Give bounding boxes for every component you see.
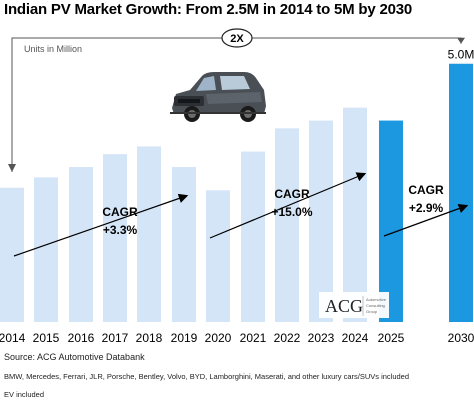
x-tick-label-2020: 2020 <box>205 331 232 345</box>
bracket-arrow-left <box>8 164 16 172</box>
scope-note: BMW, Mercedes, Ferrari, JLR, Porsche, Be… <box>4 372 410 381</box>
logo-line-2: Consulting <box>366 303 385 308</box>
x-tick-label-2030: 2030 <box>448 331 474 345</box>
bar-2018 <box>137 146 161 322</box>
cagr-arrow-3 <box>383 203 469 237</box>
bracket-arrow-right <box>457 37 465 44</box>
x-tick-label-2022: 2022 <box>274 331 301 345</box>
chart-title: Indian PV Market Growth: From 2.5M in 20… <box>4 1 413 18</box>
bar-2021 <box>241 151 265 322</box>
suv-car-photo <box>170 72 266 122</box>
bar-2015 <box>34 177 58 322</box>
bar-2030 <box>449 63 473 323</box>
bar-2016 <box>69 167 93 322</box>
x-tick-label-2018: 2018 <box>136 331 163 345</box>
bar-2023 <box>309 120 333 322</box>
acg-logo: ACG Automotive Consulting Group <box>319 292 389 318</box>
data-label-2030: 5.0M <box>448 48 474 62</box>
bar-2017 <box>103 154 127 322</box>
cagr-label-value-1: +3.3% <box>103 223 138 237</box>
x-tick-label-2023: 2023 <box>308 331 335 345</box>
cagr-label-title-1: CAGR <box>102 205 138 219</box>
x-tick-label-2025: 2025 <box>378 331 405 345</box>
x-tick-label-2016: 2016 <box>68 331 95 345</box>
labels-layer: 2014 2015 2016 2017 2018 2019 2020 2021 2022 2023… <box>0 44 474 345</box>
growth-bracket: 2X <box>8 28 465 172</box>
cagr-label-title-2: CAGR <box>274 187 310 201</box>
x-tick-label-2019: 2019 <box>171 331 198 345</box>
bars-layer <box>0 63 473 323</box>
x-tick-label-2021: 2021 <box>240 331 267 345</box>
source-note: Source: ACG Automotive Databank <box>4 352 145 362</box>
cagr-arrow-2 <box>209 172 367 239</box>
growth-badge <box>221 28 253 48</box>
cagr-arrow-1 <box>13 193 189 257</box>
bar-2022 <box>275 128 299 322</box>
cagr-label-value-2: +15.0% <box>271 205 312 219</box>
logo-mark: ACG <box>325 296 363 316</box>
ev-note: EV included <box>4 390 45 399</box>
bar-2014 <box>0 187 24 322</box>
x-tick-label-2015: 2015 <box>33 331 60 345</box>
x-tick-label-2014: 2014 <box>0 331 26 345</box>
cagr-label-title-3: CAGR <box>408 183 444 197</box>
cagr-label-value-3: +2.9% <box>409 201 444 215</box>
logo-line-1: Automotive <box>366 297 387 302</box>
logo-line-3: Group <box>366 309 378 314</box>
x-tick-label-2017: 2017 <box>102 331 129 345</box>
growth-badge-label: 2X <box>230 33 244 45</box>
bar-2020 <box>206 190 230 322</box>
annotations-layer: CAGR +3.3% CAGR +15.0% CAGR +2.9% <box>13 172 469 257</box>
bar-2024 <box>343 107 367 322</box>
bar-2025 <box>379 120 403 322</box>
x-tick-label-2024: 2024 <box>342 331 369 345</box>
unit-label: Units in Million <box>24 44 82 54</box>
bar-2019 <box>172 167 196 322</box>
